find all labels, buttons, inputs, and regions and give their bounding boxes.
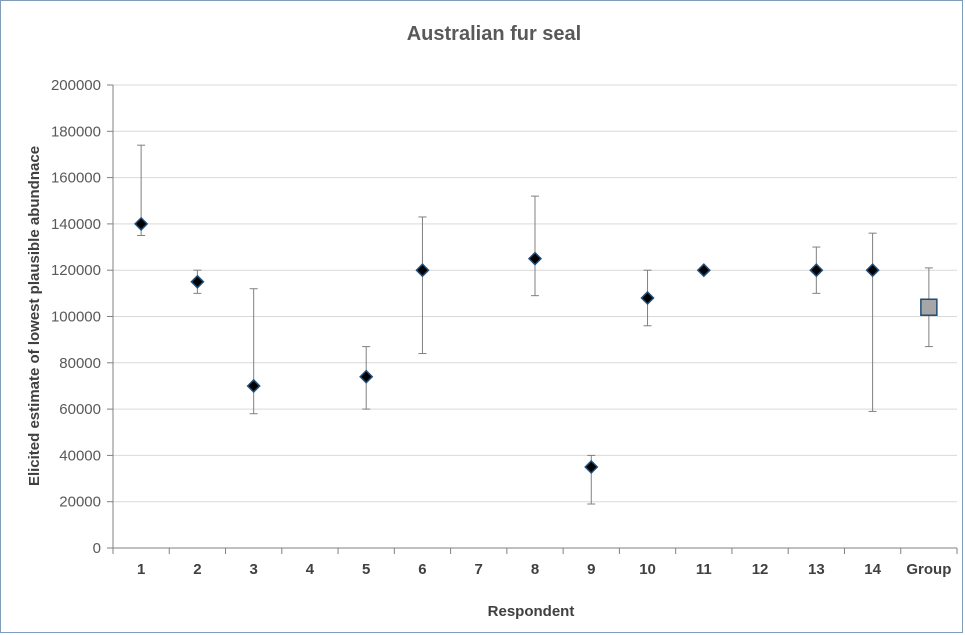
axis-layer bbox=[107, 84, 958, 554]
data-point-diamond bbox=[584, 459, 599, 475]
x-tick-label: 13 bbox=[808, 561, 825, 578]
x-tick-label: Group bbox=[906, 561, 951, 578]
y-tick-label: 100000 bbox=[51, 309, 101, 326]
y-tick-label: 160000 bbox=[51, 170, 101, 187]
data-point-diamond bbox=[696, 263, 711, 278]
data-point-diamond bbox=[134, 216, 149, 231]
x-tick-label: 1 bbox=[137, 561, 145, 578]
x-tick-labels: 1 2 3 4 5 6 7 8 9 10 11 12 13 14 Group bbox=[137, 561, 951, 578]
data-point-diamond bbox=[640, 290, 655, 306]
x-tick-label: 6 bbox=[418, 561, 426, 578]
x-tick-label: 7 bbox=[475, 561, 483, 578]
data-point-diamond bbox=[190, 274, 205, 289]
x-tick-label: 11 bbox=[696, 561, 712, 578]
y-tick-label: 120000 bbox=[51, 262, 101, 279]
data-markers bbox=[134, 216, 938, 475]
data-point-diamond bbox=[809, 263, 824, 278]
x-tick-label: 10 bbox=[639, 561, 656, 578]
x-tick-label: 4 bbox=[306, 561, 315, 578]
data-point-square bbox=[920, 298, 938, 316]
y-tick-label: 60000 bbox=[59, 401, 101, 418]
data-point-diamond bbox=[359, 369, 374, 384]
y-tick-label: 80000 bbox=[59, 355, 101, 372]
y-tick-label: 40000 bbox=[59, 447, 101, 464]
y-tick-labels: 0 20000 40000 60000 80000 100000 120000 140000 1… bbox=[51, 77, 101, 557]
data-point-diamond bbox=[527, 251, 543, 266]
y-tick-label: 20000 bbox=[59, 494, 101, 511]
x-tick-label: 14 bbox=[864, 561, 881, 578]
y-tick-label: 0 bbox=[93, 540, 101, 557]
x-tick-label: 5 bbox=[362, 561, 370, 578]
y-tick-label: 200000 bbox=[51, 77, 101, 94]
y-axis-label: Elicited estimate of lowest plausible ab… bbox=[26, 146, 43, 486]
data-point-diamond bbox=[415, 263, 430, 278]
x-tick-label: 3 bbox=[249, 561, 257, 578]
data-point-diamond bbox=[865, 263, 880, 278]
y-tick-label: 140000 bbox=[51, 216, 101, 233]
x-tick-label: 12 bbox=[752, 561, 769, 578]
x-tick-label: 2 bbox=[193, 561, 201, 578]
data-point-diamond bbox=[246, 378, 261, 394]
error-bars bbox=[137, 144, 933, 505]
x-axis-label: Respondent bbox=[488, 603, 575, 620]
y-tick-label: 180000 bbox=[51, 123, 101, 140]
x-tick-label: 8 bbox=[531, 561, 539, 578]
chart-title: Australian fur seal bbox=[407, 23, 582, 45]
x-tick-label: 9 bbox=[587, 561, 595, 578]
